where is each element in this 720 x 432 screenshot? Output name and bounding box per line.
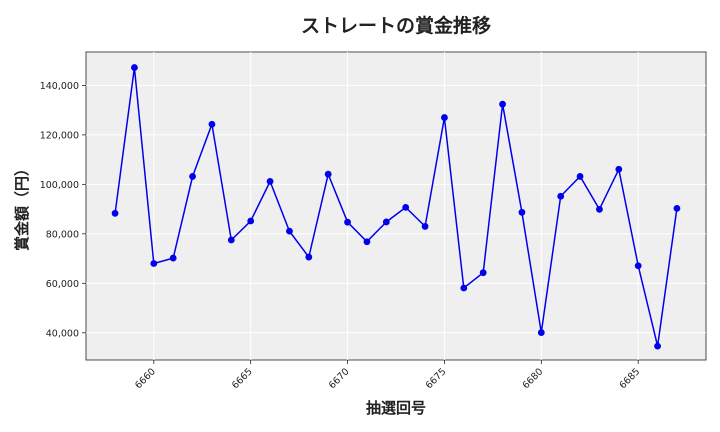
- x-axis-label: 抽選回号: [366, 399, 426, 417]
- data-point: [208, 120, 216, 128]
- y-tick-label: 80,000: [46, 229, 79, 240]
- data-point: [305, 253, 313, 261]
- y-tick-label: 60,000: [46, 279, 79, 290]
- y-axis-label: 賞金額（円）: [13, 161, 31, 251]
- data-point: [537, 329, 545, 336]
- data-point: [363, 238, 371, 246]
- y-tick-label: 120,000: [40, 130, 79, 141]
- data-point: [557, 192, 565, 200]
- data-point: [227, 236, 235, 244]
- data-point: [402, 203, 410, 211]
- data-point: [634, 262, 642, 270]
- data-point: [654, 342, 661, 350]
- data-point: [479, 269, 487, 277]
- x-tick-label: 6685: [617, 366, 642, 391]
- data-point: [460, 284, 468, 292]
- chart-title: ストレートの賞金推移: [301, 14, 491, 37]
- data-point: [247, 217, 255, 225]
- series-group: [111, 64, 681, 350]
- data-point: [441, 114, 448, 121]
- x-tick-label: 6670: [327, 366, 352, 391]
- data-point: [382, 218, 390, 226]
- data-point: [421, 223, 429, 230]
- data-point: [576, 173, 584, 180]
- y-axis-ticks: 40,000 60,000 80,000 100,000 120,000 140,000: [40, 81, 86, 339]
- data-point: [111, 209, 119, 217]
- grid-lines: [86, 52, 706, 360]
- data-point: [286, 227, 293, 235]
- y-tick-label: 40,000: [46, 328, 79, 339]
- x-tick-label: 6675: [424, 366, 449, 391]
- data-point: [596, 205, 603, 213]
- x-axis-ticks: 6660 6665 6670 6675 6680 6685: [133, 360, 642, 391]
- data-point: [518, 208, 526, 216]
- data-point: [266, 177, 274, 185]
- data-point: [344, 218, 351, 226]
- data-point: [131, 64, 138, 71]
- y-tick-label: 100,000: [40, 180, 79, 191]
- x-tick-label: 6660: [133, 366, 158, 391]
- x-tick-label: 6680: [521, 366, 546, 391]
- x-tick-label: 6665: [230, 366, 255, 391]
- series-line: [114, 67, 678, 347]
- data-point: [499, 100, 506, 108]
- data-point: [189, 173, 196, 180]
- data-point: [615, 165, 623, 173]
- data-point: [324, 170, 332, 178]
- data-point: [169, 254, 177, 262]
- y-tick-label: 140,000: [40, 81, 79, 92]
- data-point: [150, 260, 158, 267]
- plot-area: [85, 51, 707, 361]
- data-point: [673, 204, 681, 212]
